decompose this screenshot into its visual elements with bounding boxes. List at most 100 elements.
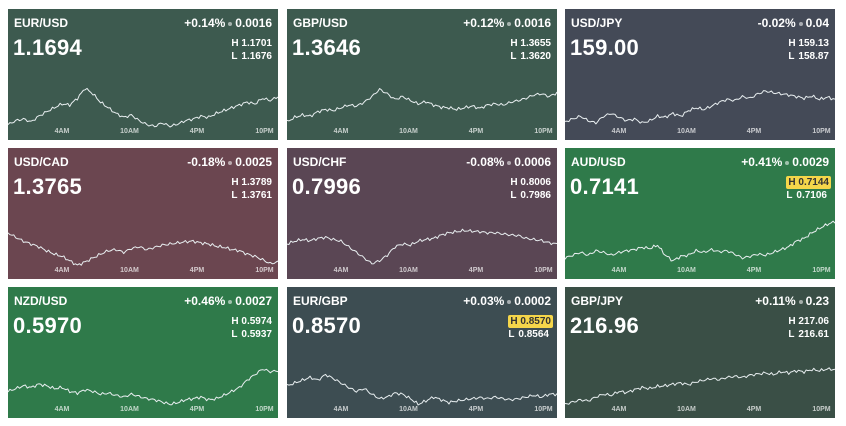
time-tick-label: 4PM: [746, 267, 762, 274]
time-tick-label: 4PM: [189, 406, 205, 413]
change-info: -0.02% 0.04: [758, 16, 829, 30]
separator-dot-icon: [228, 21, 233, 26]
time-tick-label: 10PM: [255, 128, 274, 135]
time-tick-label: 4PM: [189, 128, 205, 135]
pair-symbol: AUD/USD: [571, 155, 626, 169]
low-row: L 1.3620: [510, 51, 551, 62]
separator-dot-icon: [798, 21, 803, 26]
change-percent: +0.11%: [755, 294, 796, 308]
low-value: 0.8564: [518, 329, 549, 340]
change-absolute: 0.0029: [792, 155, 829, 169]
time-tick-label: 10PM: [534, 406, 553, 413]
ticker-tile-aud-usd[interactable]: AUD/USD +0.41% 0.0029 0.7141 H 0.7144 L 0.7106 4…: [565, 148, 835, 279]
change-percent: +0.14%: [184, 16, 226, 30]
time-tick-label: 4PM: [468, 267, 484, 274]
change-info: +0.03% 0.0002: [463, 294, 551, 308]
pair-symbol: USD/JPY: [571, 16, 623, 30]
time-tick-label: 10PM: [255, 406, 274, 413]
time-axis: 4AM 10AM 4PM 10PM: [565, 267, 835, 279]
time-tick-label: 10PM: [812, 128, 831, 135]
time-tick-label: 10AM: [677, 128, 696, 135]
ticker-tile-eur-usd[interactable]: EUR/USD +0.14% 0.0016 1.1694 H 1.1701 L 1.1676 4…: [8, 9, 278, 140]
change-info: +0.46% 0.0027: [184, 294, 272, 308]
change-absolute: 0.04: [805, 16, 829, 30]
time-tick-label: 4AM: [54, 406, 70, 413]
high-value: 0.8570: [520, 316, 551, 327]
change-percent: -0.18%: [187, 155, 226, 169]
separator-dot-icon: [228, 160, 233, 165]
time-tick-label: 10AM: [399, 406, 418, 413]
low-value: 216.61: [798, 329, 829, 340]
separator-dot-icon: [507, 160, 512, 165]
high-row: H 0.5974: [231, 316, 272, 327]
current-price: 1.3646: [292, 35, 362, 60]
high-value: 0.8006: [520, 177, 551, 188]
change-info: -0.08% 0.0006: [466, 155, 551, 169]
time-tick-label: 10PM: [812, 267, 831, 274]
current-price: 0.7996: [292, 174, 362, 199]
time-axis: 4AM 10AM 4PM 10PM: [8, 406, 278, 418]
ticker-tile-usd-cad[interactable]: USD/CAD -0.18% 0.0025 1.3765 H 1.3789 L 1.3761 4…: [8, 148, 278, 279]
time-tick-label: 4AM: [611, 128, 627, 135]
ticker-tile-nzd-usd[interactable]: NZD/USD +0.46% 0.0027 0.5970 H 0.5974 L 0.5937 4…: [8, 287, 278, 418]
pair-symbol: USD/CHF: [293, 155, 347, 169]
low-value: 0.5937: [241, 329, 272, 340]
pair-symbol: GBP/JPY: [571, 294, 624, 308]
low-row: L 1.3761: [231, 190, 272, 201]
price-sparkline: [287, 88, 557, 122]
current-price: 0.5970: [13, 313, 83, 338]
high-value: 1.1701: [241, 38, 272, 49]
high-value: 159.13: [798, 38, 829, 49]
change-absolute: 0.0016: [514, 16, 551, 30]
ticker-tile-usd-jpy[interactable]: USD/JPY -0.02% 0.04 159.00 H 159.13 L 158.87 4AM…: [565, 9, 835, 140]
pair-symbol: EUR/USD: [14, 16, 69, 30]
current-price: 1.3765: [13, 174, 83, 199]
time-tick-label: 10PM: [255, 267, 274, 274]
time-tick-label: 4AM: [611, 406, 627, 413]
ticker-tile-gbp-jpy[interactable]: GBP/JPY +0.11% 0.23 216.96 H 217.06 L 216.61 4AM…: [565, 287, 835, 418]
high-value: 217.06: [798, 316, 829, 327]
time-tick-label: 10AM: [677, 267, 696, 274]
high-row: H 0.8570: [508, 315, 553, 328]
price-sparkline: [8, 368, 278, 406]
time-axis: 4AM 10AM 4PM 10PM: [565, 406, 835, 418]
high-value: 1.3655: [520, 38, 551, 49]
pair-symbol: NZD/USD: [14, 294, 68, 308]
change-percent: +0.46%: [184, 294, 226, 308]
time-tick-label: 4AM: [333, 406, 349, 413]
pair-symbol: GBP/USD: [293, 16, 348, 30]
time-tick-label: 4PM: [468, 128, 484, 135]
time-tick-label: 4PM: [746, 406, 762, 413]
ticker-tile-eur-gbp[interactable]: EUR/GBP +0.03% 0.0002 0.8570 H 0.8570 L 0.8564 4…: [287, 287, 557, 418]
high-low: H 0.8570 L 0.8564: [508, 315, 553, 341]
high-value: 0.7144: [798, 177, 829, 188]
current-price: 0.7141: [570, 174, 640, 199]
change-percent: -0.02%: [757, 16, 796, 30]
high-value: 0.5974: [241, 316, 272, 327]
current-price: 159.00: [570, 35, 640, 60]
price-sparkline: [565, 367, 835, 405]
time-axis: 4AM 10AM 4PM 10PM: [565, 128, 835, 140]
low-value: 0.7106: [796, 190, 827, 201]
high-row: H 1.3789: [231, 177, 272, 188]
price-sparkline: [8, 232, 278, 266]
price-sparkline: [287, 373, 557, 406]
change-percent: -0.08%: [466, 155, 505, 169]
time-tick-label: 10PM: [534, 128, 553, 135]
price-sparkline: [565, 90, 835, 125]
time-tick-label: 4PM: [189, 267, 205, 274]
ticker-tile-gbp-usd[interactable]: GBP/USD +0.12% 0.0016 1.3646 H 1.3655 L 1.3620 4…: [287, 9, 557, 140]
time-tick-label: 10PM: [812, 406, 831, 413]
separator-dot-icon: [228, 299, 233, 304]
high-low: H 0.7144 L 0.7106: [786, 176, 831, 202]
change-percent: +0.41%: [741, 155, 783, 169]
pair-symbol: USD/CAD: [14, 155, 69, 169]
time-axis: 4AM 10AM 4PM 10PM: [287, 128, 557, 140]
low-value: 158.87: [798, 51, 829, 62]
high-row: H 0.7144: [786, 176, 831, 189]
ticker-tile-usd-chf[interactable]: USD/CHF -0.08% 0.0006 0.7996 H 0.8006 L 0.7986 4…: [287, 148, 557, 279]
time-tick-label: 4AM: [611, 267, 627, 274]
high-low: H 217.06 L 216.61: [788, 315, 829, 341]
change-absolute: 0.0016: [235, 16, 272, 30]
